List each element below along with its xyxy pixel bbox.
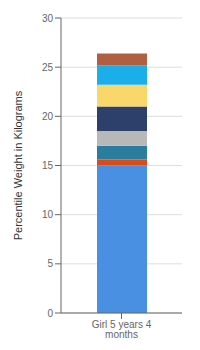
svg-text:0: 0 — [47, 308, 53, 319]
svg-text:Girl 5 years 4months: Girl 5 years 4months — [92, 319, 152, 340]
svg-text:10: 10 — [42, 209, 54, 220]
svg-text:25: 25 — [42, 62, 54, 73]
svg-text:20: 20 — [42, 111, 54, 122]
svg-text:15: 15 — [42, 160, 54, 171]
svg-text:5: 5 — [47, 258, 53, 269]
svg-text:Percentile Weight in Kilograms: Percentile Weight in Kilograms — [12, 90, 24, 240]
svg-text:30: 30 — [42, 13, 54, 24]
